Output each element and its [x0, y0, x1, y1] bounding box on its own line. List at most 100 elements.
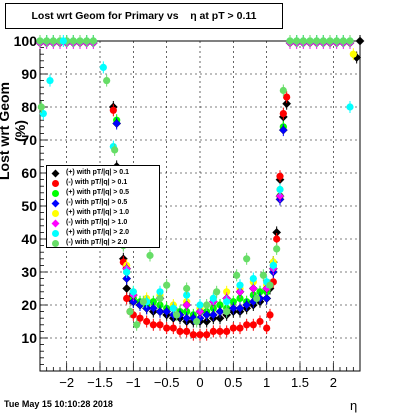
- data-point: [213, 288, 221, 296]
- legend-label: (-) with pT/|q| > 0.5: [66, 199, 128, 206]
- data-point: [279, 86, 287, 95]
- data-point: [99, 63, 107, 71]
- data-point: [111, 146, 119, 154]
- timestamp-footer: Tue May 15 10:10:28 2018: [4, 399, 113, 409]
- data-point: [149, 321, 157, 329]
- data-point: [243, 321, 251, 329]
- data-point: [286, 37, 294, 45]
- x-tick-label: 1: [263, 375, 270, 390]
- data-point: [253, 294, 261, 302]
- legend-entry: (+) with pT/|q| > 1.0: [47, 209, 159, 219]
- data-point: [169, 324, 177, 332]
- data-point: [182, 313, 192, 323]
- legend-marker: [51, 219, 60, 228]
- data-point: [293, 37, 301, 45]
- data-point: [203, 301, 211, 309]
- legend-label: (+) with pT/|q| > 1.0: [66, 209, 130, 216]
- data-point: [216, 327, 224, 335]
- data-point: [163, 281, 171, 289]
- data-point: [282, 99, 292, 109]
- legend-entry: (-) with pT/|q| > 0.1: [47, 179, 159, 189]
- data-point: [276, 172, 284, 180]
- x-tick-label: 1.5: [291, 375, 309, 390]
- y-tick-label: 100: [14, 33, 38, 49]
- data-point: [262, 293, 272, 303]
- data-point: [156, 294, 164, 302]
- data-point: [242, 300, 252, 310]
- y-tick-label: 30: [21, 264, 37, 280]
- data-point: [136, 314, 144, 322]
- data-point: [112, 119, 122, 128]
- data-point: [128, 297, 138, 307]
- legend-entry: (+) with pT/|q| > 0.1: [47, 169, 159, 179]
- data-point: [276, 185, 284, 194]
- data-point: [156, 321, 164, 329]
- data-point: [319, 37, 327, 45]
- data-point: [209, 304, 217, 312]
- x-tick-label: −1: [126, 375, 141, 390]
- legend-label: (-) with pT/|q| > 1.0: [66, 219, 128, 226]
- data-point: [248, 284, 258, 293]
- legend: (+) with pT/|q| > 0.1 (-) with pT/|q| > 0…: [46, 165, 160, 248]
- data-point: [235, 303, 245, 313]
- data-point: [37, 103, 45, 111]
- x-tick-label: −1.5: [87, 375, 113, 390]
- data-point: [273, 235, 281, 243]
- data-point: [355, 36, 365, 46]
- data-point: [202, 310, 212, 320]
- y-tick-label: 20: [21, 297, 37, 313]
- x-tick-label: 0.5: [224, 375, 242, 390]
- legend-label: (-) with pT/|q| > 0.1: [66, 179, 128, 186]
- data-point: [122, 284, 132, 293]
- data-point: [155, 307, 165, 317]
- data-point: [215, 307, 225, 317]
- data-point: [236, 294, 244, 302]
- data-point: [279, 110, 287, 118]
- data-point: [223, 288, 231, 296]
- data-point: [43, 37, 51, 45]
- legend-entry: (-) with pT/|q| > 2.0: [47, 239, 159, 249]
- data-point: [169, 304, 177, 312]
- y-axis-label: Lost wrt Geom (%): [0, 82, 28, 181]
- data-point: [266, 281, 274, 289]
- data-point: [46, 77, 54, 85]
- data-point: [69, 37, 77, 45]
- data-point: [216, 301, 224, 309]
- data-point: [156, 288, 164, 296]
- data-point: [182, 300, 192, 310]
- data-point: [173, 311, 181, 319]
- data-point: [275, 191, 285, 201]
- data-point: [183, 291, 191, 299]
- data-point: [36, 37, 44, 45]
- data-point: [142, 303, 152, 313]
- data-point: [89, 37, 97, 45]
- data-point: [183, 284, 191, 293]
- x-tick-label: −0.5: [154, 375, 180, 390]
- data-point: [149, 298, 157, 306]
- data-point: [249, 275, 257, 283]
- data-point: [156, 301, 164, 309]
- data-point: [346, 103, 354, 111]
- data-point: [146, 251, 154, 260]
- data-point: [223, 327, 231, 335]
- data-point: [346, 37, 354, 45]
- data-point: [76, 37, 84, 45]
- y-tick-label: 80: [21, 99, 37, 115]
- data-point: [229, 324, 237, 332]
- y-tick-label: 70: [21, 132, 37, 148]
- data-point: [243, 255, 251, 263]
- data-point: [196, 331, 204, 339]
- y-tick-label: 10: [21, 330, 37, 346]
- data-point: [129, 288, 137, 296]
- data-point: [103, 77, 111, 85]
- data-point: [223, 298, 231, 306]
- data-point: [203, 331, 211, 339]
- legend-label: (-) with pT/|q| > 2.0: [66, 239, 128, 246]
- y-tick-label: 50: [21, 198, 37, 214]
- data-point: [249, 321, 257, 329]
- legend-entry: (+) with pT/|q| > 0.5: [47, 189, 159, 199]
- data-point: [163, 324, 171, 332]
- data-point: [122, 274, 132, 284]
- x-tick-label: −2: [59, 375, 74, 390]
